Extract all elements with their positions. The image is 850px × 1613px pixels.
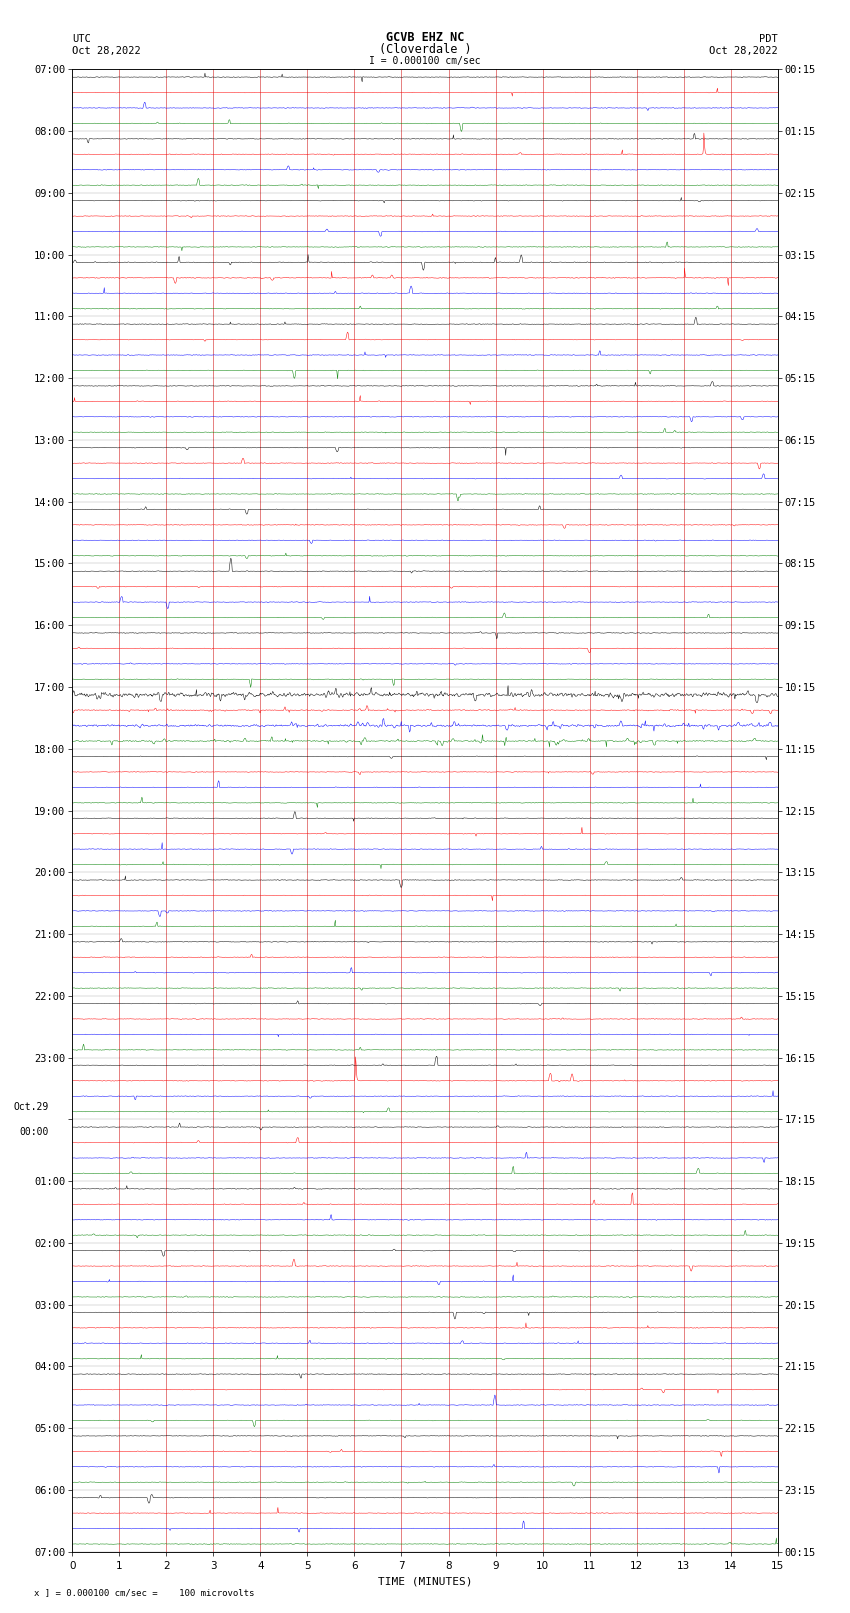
Text: Oct 28,2022: Oct 28,2022 — [72, 45, 141, 56]
Text: 00:00: 00:00 — [20, 1127, 48, 1137]
X-axis label: TIME (MINUTES): TIME (MINUTES) — [377, 1576, 473, 1586]
Text: Oct 28,2022: Oct 28,2022 — [709, 45, 778, 56]
Text: (Cloverdale ): (Cloverdale ) — [379, 42, 471, 56]
Text: I = 0.000100 cm/sec: I = 0.000100 cm/sec — [369, 56, 481, 66]
Text: Oct.29: Oct.29 — [14, 1102, 48, 1111]
Text: x ] = 0.000100 cm/sec =    100 microvolts: x ] = 0.000100 cm/sec = 100 microvolts — [34, 1587, 254, 1597]
Text: GCVB EHZ NC: GCVB EHZ NC — [386, 31, 464, 44]
Text: PDT: PDT — [759, 34, 778, 44]
Text: UTC: UTC — [72, 34, 91, 44]
